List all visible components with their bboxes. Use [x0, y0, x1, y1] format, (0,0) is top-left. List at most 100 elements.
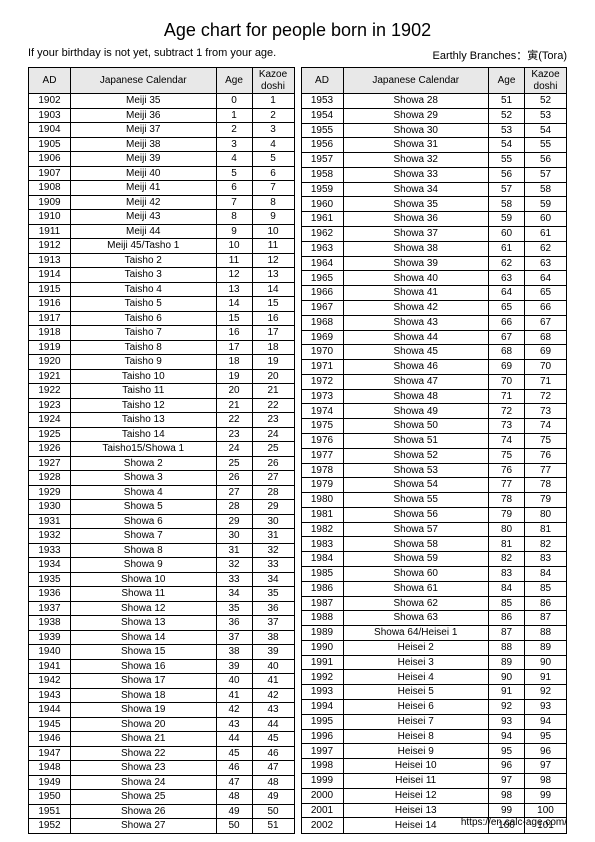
table-cell: 14 — [216, 297, 252, 312]
table-cell: 36 — [252, 601, 294, 616]
table-cell: 88 — [525, 626, 567, 641]
table-cell: 10 — [216, 239, 252, 254]
table-cell: 28 — [216, 500, 252, 515]
table-cell: Meiji 36 — [71, 108, 217, 123]
table-cell: 82 — [489, 552, 525, 567]
age-table-right: AD Japanese Calendar Age Kazoedoshi 1953… — [301, 67, 568, 834]
table-cell: 1959 — [301, 182, 343, 197]
table-row: 1924Taisho 132223 — [29, 413, 295, 428]
table-cell: 60 — [525, 212, 567, 227]
table-cell: Showa 35 — [343, 197, 489, 212]
table-row: 1950Showa 254849 — [29, 790, 295, 805]
table-cell: 1939 — [29, 630, 71, 645]
table-cell: 78 — [489, 493, 525, 508]
table-row: 1933Showa 83132 — [29, 543, 295, 558]
table-row: 1945Showa 204344 — [29, 717, 295, 732]
table-cell: Taisho 13 — [71, 413, 217, 428]
table-cell: 1962 — [301, 227, 343, 242]
table-cell: 38 — [252, 630, 294, 645]
table-row: 1913Taisho 21112 — [29, 253, 295, 268]
table-cell: 94 — [489, 729, 525, 744]
table-row: 1997Heisei 99596 — [301, 744, 567, 759]
table-row: 1979Showa 547778 — [301, 478, 567, 493]
table-cell: 1928 — [29, 471, 71, 486]
page-title: Age chart for people born in 1902 — [28, 20, 567, 41]
table-cell: 1999 — [301, 773, 343, 788]
table-row: 1994Heisei 69293 — [301, 700, 567, 715]
table-cell: 56 — [525, 153, 567, 168]
table-cell: Taisho 12 — [71, 398, 217, 413]
table-cell: 1966 — [301, 286, 343, 301]
table-cell: 1935 — [29, 572, 71, 587]
table-cell: 1948 — [29, 761, 71, 776]
table-row: 1982Showa 578081 — [301, 522, 567, 537]
table-cell: Showa 36 — [343, 212, 489, 227]
table-cell: 24 — [216, 442, 252, 457]
table-cell: 1947 — [29, 746, 71, 761]
table-cell: Showa 59 — [343, 552, 489, 567]
table-cell: 11 — [252, 239, 294, 254]
table-row: 1907Meiji 4056 — [29, 166, 295, 181]
table-row: 2000Heisei 129899 — [301, 788, 567, 803]
table-row: 1980Showa 557879 — [301, 493, 567, 508]
table-cell: Showa 45 — [343, 345, 489, 360]
table-cell: 1968 — [301, 315, 343, 330]
table-cell: 1913 — [29, 253, 71, 268]
table-cell: 1955 — [301, 123, 343, 138]
table-cell: 1903 — [29, 108, 71, 123]
table-row: 1909Meiji 4278 — [29, 195, 295, 210]
table-row: 1946Showa 214445 — [29, 732, 295, 747]
table-cell: 35 — [216, 601, 252, 616]
table-cell: Heisei 7 — [343, 714, 489, 729]
table-cell: 54 — [489, 138, 525, 153]
table-cell: 2 — [216, 123, 252, 138]
table-row: 1910Meiji 4389 — [29, 210, 295, 225]
table-cell: 1984 — [301, 552, 343, 567]
table-cell: 1953 — [301, 94, 343, 109]
col-kd: Kazoedoshi — [252, 68, 294, 94]
table-cell: 1945 — [29, 717, 71, 732]
table-cell: 25 — [216, 456, 252, 471]
table-cell: 77 — [489, 478, 525, 493]
table-cell: 21 — [252, 384, 294, 399]
table-cell: 67 — [525, 315, 567, 330]
table-cell: 38 — [216, 645, 252, 660]
table-cell: Showa 55 — [343, 493, 489, 508]
table-cell: 1931 — [29, 514, 71, 529]
table-cell: 37 — [252, 616, 294, 631]
table-cell: 9 — [216, 224, 252, 239]
table-cell: 68 — [525, 330, 567, 345]
table-cell: 1973 — [301, 389, 343, 404]
table-cell: 35 — [252, 587, 294, 602]
table-cell: 1919 — [29, 340, 71, 355]
table-cell: 30 — [252, 514, 294, 529]
table-cell: 85 — [525, 581, 567, 596]
col-jc: Japanese Calendar — [343, 68, 489, 94]
table-cell: 59 — [525, 197, 567, 212]
table-cell: 52 — [489, 108, 525, 123]
table-cell: 81 — [525, 522, 567, 537]
table-cell: 8 — [252, 195, 294, 210]
table-cell: 65 — [525, 286, 567, 301]
table-cell: Showa 53 — [343, 463, 489, 478]
table-cell: Showa 3 — [71, 471, 217, 486]
table-cell: Showa 49 — [343, 404, 489, 419]
table-row: 1970Showa 456869 — [301, 345, 567, 360]
table-cell: 36 — [216, 616, 252, 631]
table-cell: 1917 — [29, 311, 71, 326]
table-cell: 54 — [525, 123, 567, 138]
table-row: 1992Heisei 49091 — [301, 670, 567, 685]
table-cell: 68 — [489, 345, 525, 360]
table-cell: Showa 11 — [71, 587, 217, 602]
table-cell: 27 — [252, 471, 294, 486]
table-cell: 1 — [252, 94, 294, 109]
table-cell: 20 — [252, 369, 294, 384]
table-cell: 1906 — [29, 152, 71, 167]
table-cell: 58 — [489, 197, 525, 212]
table-cell: 1977 — [301, 448, 343, 463]
table-cell: 18 — [252, 340, 294, 355]
table-cell: Taisho 10 — [71, 369, 217, 384]
table-cell: 5 — [252, 152, 294, 167]
table-cell: 57 — [525, 167, 567, 182]
table-cell: Showa 44 — [343, 330, 489, 345]
